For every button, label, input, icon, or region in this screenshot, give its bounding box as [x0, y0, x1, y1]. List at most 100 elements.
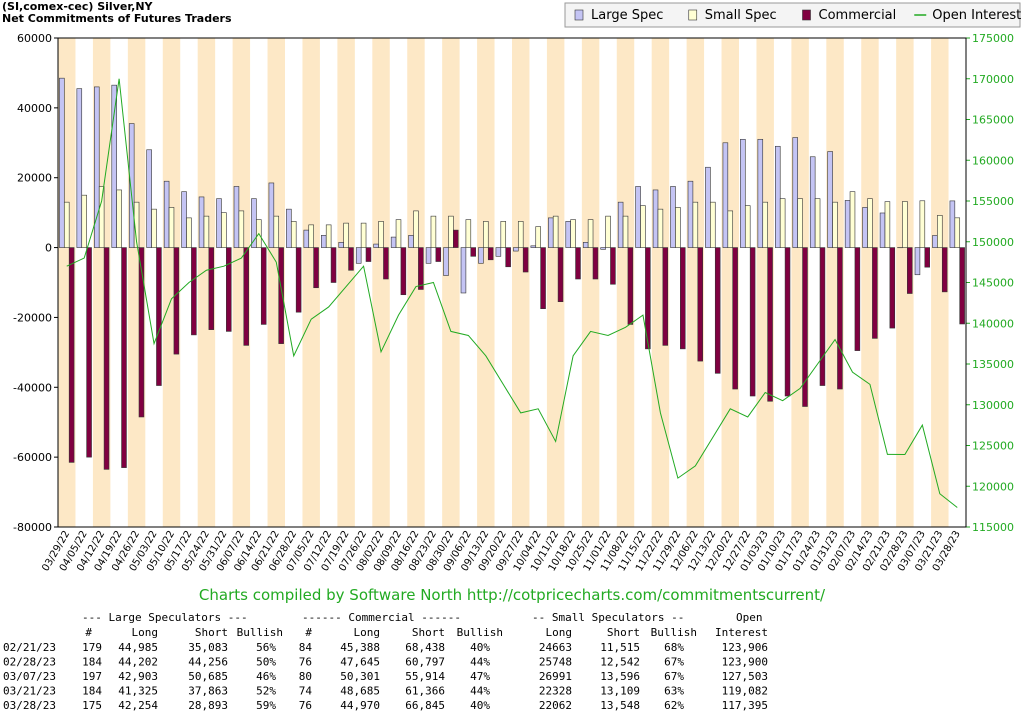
bar — [147, 150, 152, 248]
band — [442, 38, 459, 527]
bar — [82, 195, 87, 247]
bar — [444, 248, 449, 276]
table-cell: 80 — [299, 670, 312, 683]
bar — [496, 248, 501, 257]
legend-label: Open Interest — [932, 8, 1021, 23]
table-cell: 63% — [664, 685, 684, 698]
bar — [815, 199, 820, 248]
chart-subtitle: Net Commitments of Futures Traders — [2, 12, 232, 25]
table-cell: 175 — [82, 699, 102, 712]
bar — [321, 235, 326, 247]
bar — [418, 248, 423, 290]
bar — [531, 246, 536, 248]
bar — [932, 235, 937, 247]
bar — [296, 248, 301, 313]
bar — [863, 207, 868, 247]
bar — [641, 206, 646, 248]
bar — [383, 248, 388, 279]
table-cell: 47% — [470, 670, 490, 683]
table-cell: 35,083 — [188, 641, 228, 654]
column-header: Short — [195, 626, 228, 639]
table-cell: 56% — [256, 641, 276, 654]
bar — [775, 146, 780, 247]
table-cell: 67% — [664, 670, 684, 683]
bar — [414, 211, 419, 248]
bar — [576, 248, 581, 279]
bar — [152, 209, 157, 247]
column-header: Long — [354, 626, 381, 639]
bar — [548, 218, 553, 248]
bar — [915, 248, 920, 275]
y-tick-label: -60000 — [13, 451, 52, 464]
bar — [453, 230, 458, 247]
bar — [69, 248, 74, 463]
column-header: Long — [132, 626, 159, 639]
bar — [698, 248, 703, 362]
bar — [798, 199, 803, 248]
table-cell: 44,202 — [118, 656, 158, 669]
bar — [349, 248, 354, 271]
table-cell: 03/07/23 — [3, 670, 56, 683]
bar — [680, 248, 685, 349]
bar — [448, 216, 453, 247]
bar — [571, 220, 576, 248]
y-tick-label: -20000 — [13, 311, 52, 324]
legend-swatch — [575, 10, 583, 20]
bar — [710, 202, 715, 247]
bar — [763, 202, 768, 247]
bar — [693, 202, 698, 247]
band — [477, 38, 494, 527]
table-cell: 50% — [256, 656, 276, 669]
bar — [723, 143, 728, 248]
bar — [653, 190, 658, 248]
bar — [226, 248, 231, 332]
table-cell: 127,503 — [722, 670, 768, 683]
bar — [344, 223, 349, 247]
bar — [541, 248, 546, 309]
bar — [478, 248, 483, 264]
y-tick-label: 0 — [45, 242, 52, 255]
bar — [379, 221, 384, 247]
bar — [803, 248, 808, 407]
bar — [191, 248, 196, 335]
bar — [610, 248, 615, 285]
bar — [688, 181, 693, 247]
legend-label: Commercial — [819, 8, 897, 23]
bar — [426, 248, 431, 264]
bar — [391, 237, 396, 247]
bar — [855, 248, 860, 351]
bar — [880, 213, 885, 248]
band — [582, 38, 599, 527]
y2-tick-label: 160000 — [972, 154, 1014, 167]
bar — [828, 152, 833, 248]
table-cell: 179 — [82, 641, 102, 654]
y2-tick-label: 130000 — [972, 399, 1014, 412]
bar — [833, 202, 838, 247]
bar — [286, 209, 291, 247]
table-cell: 13,548 — [600, 699, 640, 712]
bar — [199, 197, 204, 248]
bar — [156, 248, 161, 386]
bar — [750, 248, 755, 396]
y2-tick-label: 150000 — [972, 236, 1014, 249]
table-cell: 44% — [470, 685, 490, 698]
bar — [506, 248, 511, 267]
table-cell: 197 — [82, 670, 102, 683]
table-cell: 40% — [470, 699, 490, 712]
bar — [745, 206, 750, 248]
bar — [588, 220, 593, 248]
table-cell: 67% — [664, 656, 684, 669]
bar — [902, 201, 907, 247]
bar — [314, 248, 319, 288]
table-cell: 24663 — [539, 641, 572, 654]
group-header: Open — [736, 611, 763, 624]
column-header: # — [85, 626, 92, 639]
bar — [960, 248, 965, 324]
bar — [705, 167, 710, 247]
bar — [593, 248, 598, 279]
bar — [104, 248, 109, 470]
bar — [872, 248, 877, 339]
bar — [890, 248, 895, 329]
bar — [636, 186, 641, 247]
